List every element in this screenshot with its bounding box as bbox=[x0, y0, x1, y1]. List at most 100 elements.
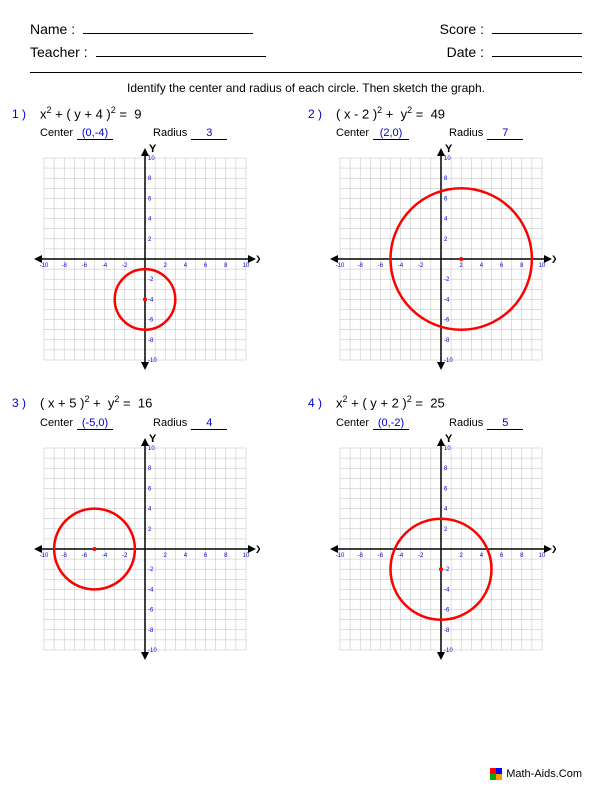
footer-logo-icon bbox=[490, 768, 502, 780]
svg-text:-8: -8 bbox=[62, 263, 68, 269]
svg-text:-6: -6 bbox=[82, 553, 88, 559]
svg-text:8: 8 bbox=[444, 177, 448, 183]
svg-text:4: 4 bbox=[444, 217, 448, 223]
svg-text:8: 8 bbox=[520, 263, 524, 269]
svg-text:-4: -4 bbox=[102, 553, 108, 559]
svg-text:10: 10 bbox=[243, 263, 250, 269]
svg-text:6: 6 bbox=[444, 197, 448, 203]
svg-text:8: 8 bbox=[444, 466, 448, 472]
radius-label: Radius bbox=[449, 417, 483, 429]
svg-text:-2: -2 bbox=[148, 278, 154, 284]
score-field: Score : bbox=[440, 20, 582, 37]
svg-text:6: 6 bbox=[148, 486, 152, 492]
radius-answer: 4 bbox=[191, 417, 227, 430]
coordinate-graph: -10-10-8-8-6-6-4-4-2-2224466881010XY bbox=[30, 434, 260, 664]
svg-text:-8: -8 bbox=[62, 553, 68, 559]
coordinate-graph: -10-10-8-8-6-6-4-4-2-2224466881010XY bbox=[326, 144, 556, 374]
radius-answer: 5 bbox=[487, 417, 523, 430]
svg-text:X: X bbox=[256, 254, 260, 266]
svg-text:-6: -6 bbox=[148, 318, 154, 324]
svg-text:-4: -4 bbox=[444, 587, 450, 593]
coordinate-graph: -10-10-8-8-6-6-4-4-2-2224466881010XY bbox=[30, 144, 260, 374]
svg-text:2: 2 bbox=[444, 526, 448, 532]
svg-text:6: 6 bbox=[500, 553, 504, 559]
svg-text:X: X bbox=[552, 544, 556, 556]
date-blank[interactable] bbox=[492, 43, 582, 57]
svg-text:-10: -10 bbox=[444, 358, 453, 364]
worksheet-page: Name : Score : Teacher : Date : Identify… bbox=[0, 0, 612, 792]
svg-text:8: 8 bbox=[148, 466, 152, 472]
radius-answer: 3 bbox=[191, 127, 227, 140]
svg-text:4: 4 bbox=[184, 553, 188, 559]
svg-text:8: 8 bbox=[520, 553, 524, 559]
footer-text: Math-Aids.Com bbox=[506, 768, 582, 780]
svg-text:-8: -8 bbox=[358, 263, 364, 269]
problem-2: 2 )( x - 2 )2 + y2 = 49Center(2,0)Radius… bbox=[326, 105, 582, 374]
radius-label: Radius bbox=[449, 127, 483, 139]
date-field: Date : bbox=[447, 43, 582, 60]
svg-text:Y: Y bbox=[445, 144, 453, 155]
svg-text:-10: -10 bbox=[148, 358, 157, 364]
svg-text:Y: Y bbox=[445, 434, 453, 445]
score-blank[interactable] bbox=[492, 20, 582, 34]
svg-text:6: 6 bbox=[444, 486, 448, 492]
problem-number: 3 ) bbox=[12, 396, 26, 410]
svg-text:-4: -4 bbox=[444, 298, 450, 304]
problem-number: 4 ) bbox=[308, 396, 322, 410]
svg-text:10: 10 bbox=[148, 446, 155, 452]
svg-text:10: 10 bbox=[539, 553, 546, 559]
center-label: Center bbox=[40, 417, 73, 429]
date-label: Date : bbox=[447, 44, 484, 60]
svg-text:10: 10 bbox=[444, 156, 451, 162]
svg-text:-6: -6 bbox=[82, 263, 88, 269]
svg-text:4: 4 bbox=[184, 263, 188, 269]
svg-text:-10: -10 bbox=[336, 553, 345, 559]
problem-1: 1 )x2 + ( y + 4 )2 = 9Center(0,-4)Radius… bbox=[30, 105, 286, 374]
teacher-blank[interactable] bbox=[96, 43, 266, 57]
svg-text:2: 2 bbox=[148, 526, 152, 532]
svg-text:-10: -10 bbox=[40, 263, 49, 269]
svg-text:-2: -2 bbox=[418, 553, 424, 559]
svg-text:-8: -8 bbox=[358, 553, 364, 559]
svg-text:Y: Y bbox=[149, 144, 157, 155]
svg-text:-10: -10 bbox=[40, 553, 49, 559]
svg-text:6: 6 bbox=[148, 197, 152, 203]
svg-text:2: 2 bbox=[460, 263, 464, 269]
header-row-2: Teacher : Date : bbox=[30, 43, 582, 60]
svg-text:-10: -10 bbox=[444, 648, 453, 654]
svg-text:4: 4 bbox=[148, 506, 152, 512]
svg-text:4: 4 bbox=[444, 506, 448, 512]
teacher-label: Teacher : bbox=[30, 44, 88, 60]
teacher-field: Teacher : bbox=[30, 43, 266, 60]
equation: ( x + 5 )2 + y2 = 16 bbox=[30, 394, 286, 410]
svg-text:Y: Y bbox=[149, 434, 157, 445]
center-answer: (0,-2) bbox=[373, 417, 409, 430]
center-radius-row: Center(2,0)Radius7 bbox=[326, 127, 582, 140]
svg-text:-4: -4 bbox=[102, 263, 108, 269]
center-radius-row: Center(0,-2)Radius5 bbox=[326, 417, 582, 430]
radius-label: Radius bbox=[153, 417, 187, 429]
footer: Math-Aids.Com bbox=[490, 768, 582, 780]
svg-text:-2: -2 bbox=[444, 278, 450, 284]
radius-label: Radius bbox=[153, 127, 187, 139]
svg-text:-2: -2 bbox=[122, 553, 128, 559]
problem-number: 1 ) bbox=[12, 107, 26, 121]
svg-text:2: 2 bbox=[460, 553, 464, 559]
name-blank[interactable] bbox=[83, 20, 253, 34]
header-divider bbox=[30, 72, 582, 73]
svg-text:2: 2 bbox=[444, 237, 448, 243]
svg-text:8: 8 bbox=[224, 263, 228, 269]
svg-text:-2: -2 bbox=[148, 567, 154, 573]
svg-text:-8: -8 bbox=[444, 627, 450, 633]
svg-text:-4: -4 bbox=[398, 263, 404, 269]
svg-text:-6: -6 bbox=[444, 318, 450, 324]
svg-text:6: 6 bbox=[500, 263, 504, 269]
svg-text:6: 6 bbox=[204, 263, 208, 269]
svg-text:-10: -10 bbox=[148, 648, 157, 654]
name-label: Name : bbox=[30, 21, 75, 37]
svg-text:-2: -2 bbox=[444, 567, 450, 573]
problems-grid: 1 )x2 + ( y + 4 )2 = 9Center(0,-4)Radius… bbox=[30, 105, 582, 664]
coordinate-graph: -10-10-8-8-6-6-4-4-2-2224466881010XY bbox=[326, 434, 556, 664]
svg-text:2: 2 bbox=[164, 553, 168, 559]
svg-text:2: 2 bbox=[164, 263, 168, 269]
